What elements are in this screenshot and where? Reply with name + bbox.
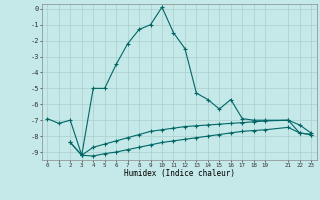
- X-axis label: Humidex (Indice chaleur): Humidex (Indice chaleur): [124, 169, 235, 178]
